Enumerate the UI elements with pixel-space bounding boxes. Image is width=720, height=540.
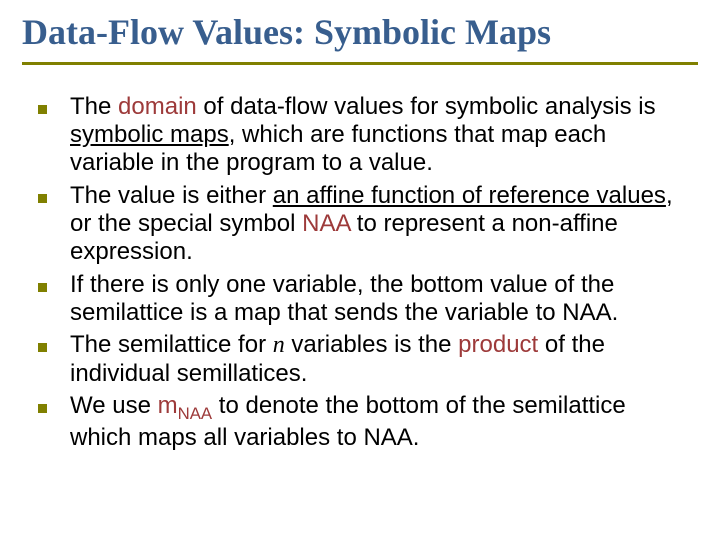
- text-run: of data-flow values for symbolic analysi…: [197, 93, 656, 120]
- list-item: The domain of data-flow values for symbo…: [36, 93, 690, 178]
- text-run: The semilattice for: [70, 331, 273, 358]
- slide: Data-Flow Values: Symbolic Maps The doma…: [0, 0, 720, 540]
- underline-text: an affine function of reference values: [273, 182, 666, 209]
- bullet-list: The domain of data-flow values for symbo…: [36, 93, 690, 452]
- list-item: The value is either an affine function o…: [36, 182, 690, 267]
- highlight-text: mNAA: [158, 392, 213, 419]
- subscript-text: NAA: [178, 404, 213, 423]
- highlight-text: domain: [118, 93, 197, 120]
- slide-title: Data-Flow Values: Symbolic Maps: [22, 14, 698, 65]
- list-item: The semilattice for n variables is the p…: [36, 331, 690, 388]
- text-run: The value is either: [70, 182, 273, 209]
- m-symbol: m: [158, 392, 178, 419]
- text-run: We use: [70, 392, 158, 419]
- slide-content: The domain of data-flow values for symbo…: [22, 93, 698, 452]
- text-run: variables is the: [285, 331, 458, 358]
- highlight-text: product: [458, 331, 538, 358]
- list-item: If there is only one variable, the botto…: [36, 271, 690, 328]
- text-run: If there is only one variable, the botto…: [70, 271, 618, 326]
- highlight-text: NAA: [302, 210, 350, 237]
- list-item: We use mNAA to denote the bottom of the …: [36, 392, 690, 452]
- text-run: The: [70, 93, 118, 120]
- underline-text: symbolic maps: [70, 121, 229, 148]
- italic-text: n: [273, 332, 285, 358]
